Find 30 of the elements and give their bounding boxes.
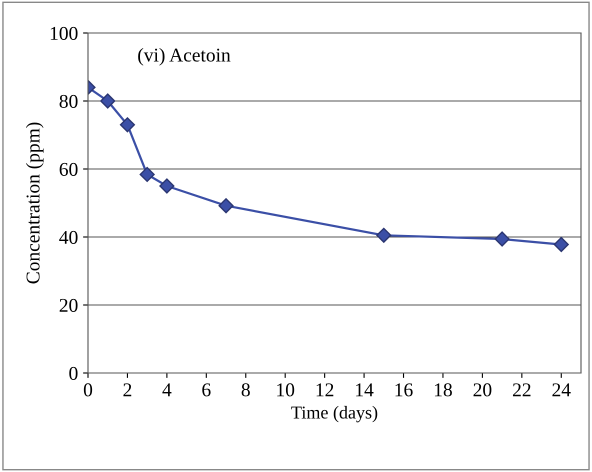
x-axis-title: Time (days) (291, 406, 378, 422)
point (159, 178, 174, 194)
x-tick-label: 2 (123, 383, 132, 396)
point (494, 231, 510, 247)
x-tick-label: 14 (356, 383, 374, 396)
annotation: (vi) Acetoin (138, 48, 230, 66)
x-tick-label: 10 (277, 383, 294, 396)
x-tick-label: 6 (202, 383, 211, 396)
point (100, 93, 116, 109)
y-tick-label: 60 (60, 162, 78, 176)
point (218, 198, 234, 214)
y-tick-label: 0 (69, 366, 78, 380)
point (376, 228, 392, 243)
x-tick-label: 4 (162, 383, 172, 396)
point (140, 166, 155, 182)
x-tick-label: 0 (84, 383, 92, 396)
y-tick-label: 100 (50, 26, 78, 40)
x-tick-label: 16 (396, 383, 413, 396)
x-tick-label: 8 (242, 383, 250, 396)
x-tick-label: 12 (316, 383, 334, 396)
y-tick-label: 20 (60, 298, 78, 312)
x-tick-label: 22 (512, 383, 530, 396)
point (120, 117, 136, 132)
x-tick-label: 20 (474, 383, 492, 396)
y-tick-label: 40 (59, 230, 78, 244)
point (554, 236, 569, 252)
y-axis-title: Concentration (ppm) (26, 122, 44, 284)
y-tick-label: 80 (60, 94, 78, 108)
x-tick-label: 24 (552, 383, 571, 396)
x-tick-label: 18 (434, 383, 452, 396)
